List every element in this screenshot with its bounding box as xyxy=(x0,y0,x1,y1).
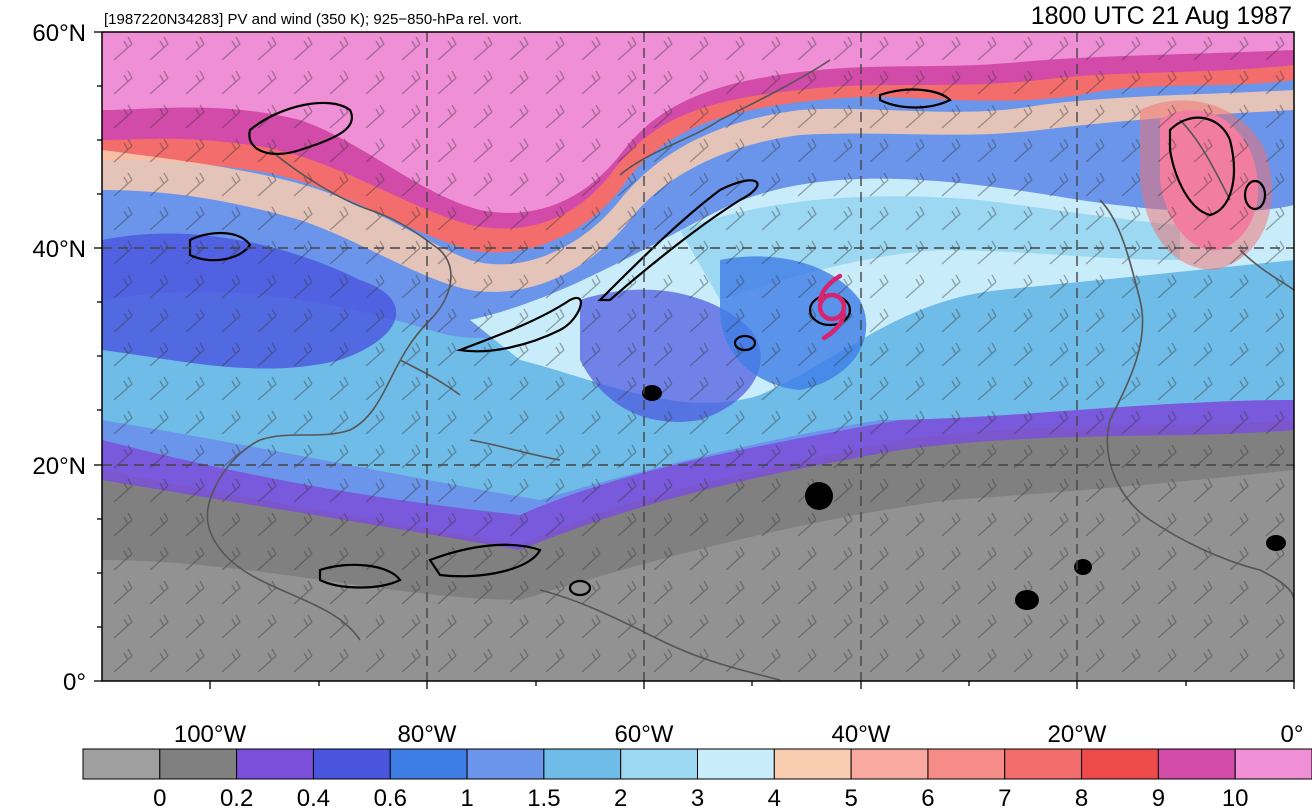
axis-ticks xyxy=(94,31,1295,689)
map-subtitle: [1987220N34283] PV and wind (350 K); 925… xyxy=(104,11,522,28)
colorbar-swatch xyxy=(1081,748,1159,780)
colorbar-tick-label: 8 xyxy=(1075,785,1088,810)
map-panel xyxy=(102,32,1294,681)
vorticity-maxima xyxy=(642,385,1286,610)
colorbar-tick-label: 7 xyxy=(998,785,1011,810)
colorbar-swatch xyxy=(543,748,622,780)
lat-label-20n: 20°N xyxy=(32,453,86,480)
colorbar-tick-label: 9 xyxy=(1152,785,1165,810)
lat-label-0: 0° xyxy=(63,669,86,696)
latitude-labels: 60°N 40°N 20°N 0° xyxy=(32,20,86,696)
colorbar-swatch xyxy=(159,748,238,780)
colorbar-tick-label: 0.2 xyxy=(220,785,253,810)
colorbar-swatch xyxy=(82,748,161,780)
colorbar-swatch xyxy=(850,748,929,780)
colorbar: 0 0.2 0.4 0.6 1 1.5 2 3 4 5 6 7 8 9 10 xyxy=(82,748,1312,810)
colorbar-swatch xyxy=(1157,748,1236,780)
colorbar-tick-label: 3 xyxy=(691,785,704,810)
valid-time-label: 1800 UTC 21 Aug 1987 xyxy=(1031,2,1292,30)
lon-label-60w: 60°W xyxy=(615,721,674,748)
colorbar-swatch xyxy=(1234,748,1312,780)
lat-lon-grid xyxy=(102,32,1294,681)
longitude-labels: 100°W 80°W 60°W 40°W 20°W 0° xyxy=(174,721,1304,748)
colorbar-tick-label: 5 xyxy=(844,785,857,810)
colorbar-tick-label: 1 xyxy=(460,785,473,810)
lat-label-40n: 40°N xyxy=(32,236,86,263)
lon-label-40w: 40°W xyxy=(832,721,891,748)
colorbar-tick-label: 10 xyxy=(1222,785,1249,810)
colorbar-swatch xyxy=(312,748,391,780)
lat-label-60n: 60°N xyxy=(32,20,86,47)
colorbar-swatch xyxy=(927,748,1006,780)
colorbar-swatch xyxy=(466,748,545,780)
colorbar-tick-label: 4 xyxy=(768,785,781,810)
lon-label-0: 0° xyxy=(1281,721,1304,748)
colorbar-tick-label: 6 xyxy=(921,785,934,810)
colorbar-tick-label: 0.6 xyxy=(374,785,407,810)
colorbar-swatch xyxy=(773,748,852,780)
lon-label-20w: 20°W xyxy=(1048,721,1107,748)
tropical-cyclone-icon xyxy=(817,273,847,341)
vorticity-contours xyxy=(188,88,1267,597)
colorbar-tick-label: 0 xyxy=(153,785,166,810)
colorbar-tick-label: 2 xyxy=(614,785,627,810)
coastlines xyxy=(206,59,1294,681)
colorbar-swatch xyxy=(620,748,698,780)
colorbar-swatch xyxy=(236,748,314,780)
colorbar-tick-label: 1.5 xyxy=(527,785,560,810)
colorbar-tick-label: 0.4 xyxy=(297,785,330,810)
lon-label-80w: 80°W xyxy=(398,721,457,748)
colorbar-swatch xyxy=(389,748,468,780)
colorbar-swatch xyxy=(1004,748,1083,780)
lon-label-100w: 100°W xyxy=(174,721,247,748)
colorbar-swatch xyxy=(697,748,775,780)
